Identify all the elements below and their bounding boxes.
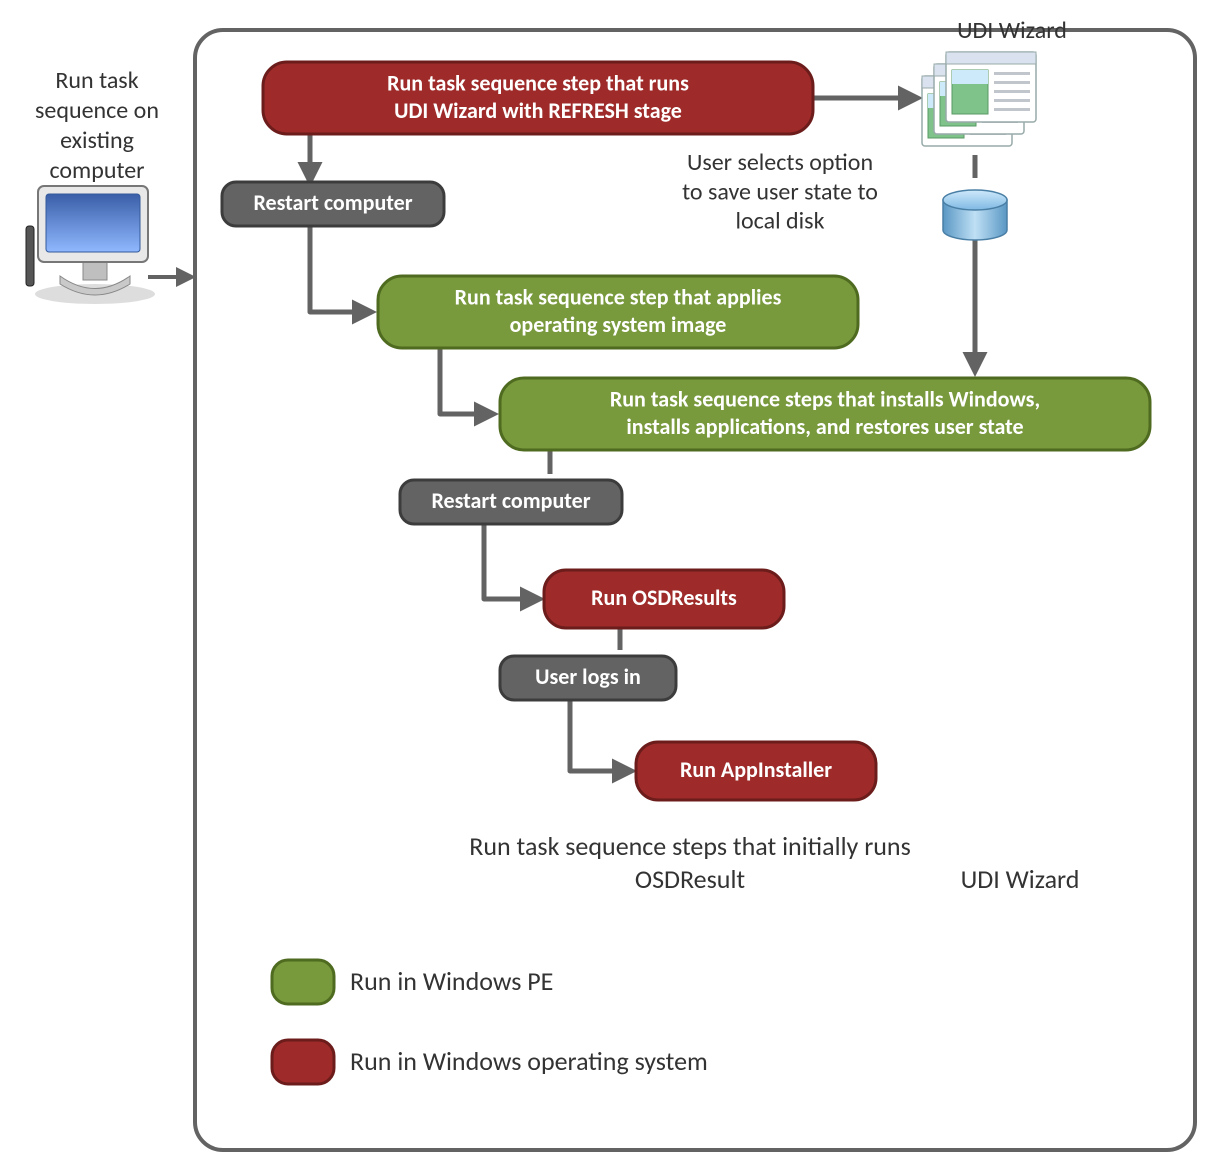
user-selects-caption: User selects option xyxy=(687,148,873,177)
flow-box-label: Run OSDResults xyxy=(591,584,737,611)
left-caption: sequence on xyxy=(35,96,159,125)
legend-swatch-win xyxy=(272,1040,334,1084)
left-caption: computer xyxy=(49,156,144,185)
footer-line-1: Run task sequence steps that initially r… xyxy=(469,830,911,862)
flow-box-label: operating system image xyxy=(510,311,727,338)
flow-box-label: User logs in xyxy=(535,663,641,690)
footer-line-2: OSDResult xyxy=(635,863,746,895)
flow-box-label: Run task sequence step that applies xyxy=(455,283,782,310)
user-selects-caption: local disk xyxy=(736,207,825,236)
flow-box-label: Run task sequence steps that installs Wi… xyxy=(610,385,1040,412)
flow-box-label: UDI Wizard with REFRESH stage xyxy=(394,97,682,124)
flow-box-udi: Run task sequence step that runsUDI Wiza… xyxy=(263,62,813,134)
flow-box-restart1: Restart computer xyxy=(222,182,444,226)
legend-swatch-pe xyxy=(272,960,334,1004)
flow-box-restart2: Restart computer xyxy=(400,480,622,524)
flow-box-appInstaller: Run AppInstaller xyxy=(636,742,876,800)
flow-box-label: installs applications, and restores user… xyxy=(626,413,1023,440)
legend-label-pe: Run in Windows PE xyxy=(350,965,553,997)
footer-line-3: UDI Wizard xyxy=(961,863,1080,895)
flow-box-label: Run task sequence step that runs xyxy=(387,69,689,96)
flow-box-label: Run AppInstaller xyxy=(680,756,832,783)
legend-label-win: Run in Windows operating system xyxy=(350,1045,708,1077)
left-caption: Run task xyxy=(55,66,138,95)
udi-wizard-label: UDI Wizard xyxy=(957,16,1067,45)
disk-icon xyxy=(943,190,1007,240)
flow-box-applyOs: Run task sequence step that appliesopera… xyxy=(378,276,858,348)
wizard-windows-icon xyxy=(922,52,1036,146)
left-caption: existing xyxy=(60,126,134,155)
flow-box-label: Restart computer xyxy=(431,487,590,514)
flow-box-osdResults: Run OSDResults xyxy=(544,570,784,628)
flow-box-installs: Run task sequence steps that installs Wi… xyxy=(500,378,1150,450)
flow-box-label: Restart computer xyxy=(253,189,412,216)
flow-box-userLogs: User logs in xyxy=(500,656,676,700)
user-selects-caption: to save user state to xyxy=(682,177,878,206)
